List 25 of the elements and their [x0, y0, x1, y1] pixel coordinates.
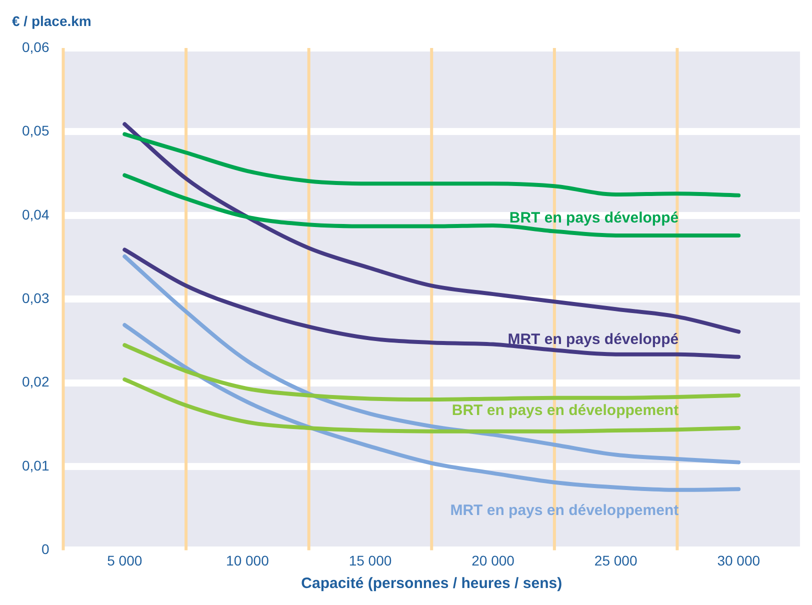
x-tick-label: 20 000 [472, 552, 515, 568]
y-tick-label: 0 [41, 541, 50, 558]
x-tick-label: 10 000 [226, 552, 270, 568]
series-label: MRT en pays développé [508, 330, 679, 348]
x-tick-label: 25 000 [594, 552, 638, 568]
x-tick-label: 5 000 [107, 552, 142, 568]
line-series [122, 248, 741, 359]
x-tick-label: 15 000 [348, 552, 392, 568]
x-tick-label: 30 000 [717, 552, 760, 568]
line-series [122, 323, 741, 492]
series-label: BRT en pays développé [509, 210, 679, 227]
y-axis-title: € / place.km [12, 12, 92, 29]
y-tick-label: 0,04 [22, 206, 50, 222]
line-series [122, 377, 741, 434]
series-label: BRT en pays en développement [452, 402, 679, 420]
y-tick-label: 0,02 [22, 374, 50, 390]
y-tick-label: 0,03 [22, 290, 50, 306]
y-tick-label: 0,05 [22, 122, 50, 139]
line-series [122, 254, 741, 464]
y-tick-label: 0,06 [22, 38, 50, 55]
x-axis-title: Capacité (personnes / heures / sens) [301, 575, 562, 592]
y-tick-label: 0,01 [22, 457, 50, 474]
line-series [122, 122, 741, 334]
line-series [122, 132, 741, 198]
line-series [122, 173, 741, 238]
